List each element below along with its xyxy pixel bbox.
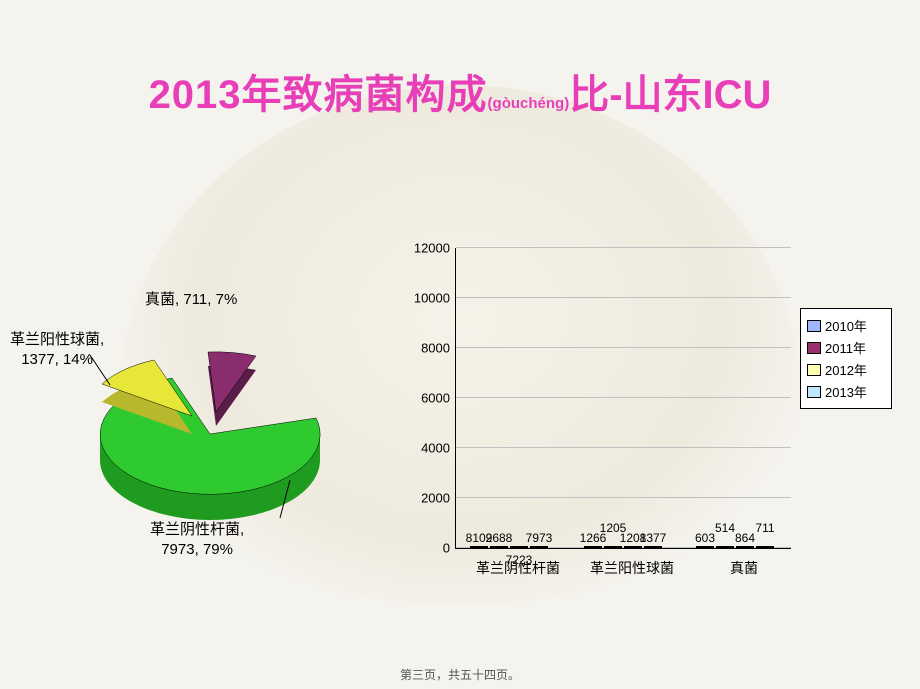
pie-chart bbox=[80, 340, 340, 540]
title-part2: 比-山东ICU bbox=[569, 73, 771, 117]
bar-cat-1: 革兰阳性球菌 bbox=[582, 558, 682, 578]
bar-cat-0: 革兰阴性杆菌 bbox=[468, 558, 568, 578]
slide-title: 2013年致病菌构成(gòuchéng)比-山东ICU bbox=[0, 62, 920, 120]
bar-grid-3: 6000 bbox=[456, 397, 791, 398]
bar-g2-s0: 603 bbox=[696, 546, 714, 548]
pie-label-yellow-name: 革兰阳性球菌 bbox=[10, 331, 100, 348]
pie-label-green-name: 革兰阴性杆菌 bbox=[150, 521, 240, 538]
pie-label-yellow-pct: 14 bbox=[63, 351, 80, 368]
bar-ytick-4: 8000 bbox=[421, 341, 450, 356]
title-pinyin: (gòuchéng) bbox=[488, 95, 570, 112]
bar-legend: 2010年 2011年 2012年 2013年 bbox=[800, 308, 892, 409]
pie-label-purple-name: 真菌 bbox=[145, 291, 175, 308]
bar-val-g1-s3: 1377 bbox=[640, 531, 667, 545]
bar-ytick-5: 10000 bbox=[414, 291, 450, 306]
bar-chart: 0 2000 4000 6000 8000 10000 12000 8102 9… bbox=[400, 238, 900, 588]
legend-row-3: 2013年 bbox=[807, 382, 885, 401]
bar-ytick-2: 4000 bbox=[421, 441, 450, 456]
bar-val-g2-s2: 864 bbox=[735, 531, 755, 545]
bar-val-g2-s1: 514 bbox=[715, 521, 735, 535]
bar-g0-s0: 8102 bbox=[470, 546, 488, 548]
bar-val-g0-s1: 9688 bbox=[486, 531, 513, 545]
legend-swatch-1 bbox=[807, 342, 821, 354]
bar-grid-6: 12000 bbox=[456, 247, 791, 248]
bar-g0-s2: 7223 bbox=[510, 546, 528, 548]
slide: 2013年致病菌构成(gòuchéng)比-山东ICU 革兰阴性杆菌, 797 bbox=[0, 0, 920, 689]
bar-val-g2-s0: 603 bbox=[695, 531, 715, 545]
bar-g1-s0: 1266 bbox=[584, 546, 602, 548]
legend-row-0: 2010年 bbox=[807, 316, 885, 335]
bar-grid-4: 8000 bbox=[456, 347, 791, 348]
page-footer: 第三页，共五十四页。 bbox=[0, 666, 920, 683]
legend-label-2: 2012年 bbox=[825, 360, 867, 379]
bar-g2-s3: 711 bbox=[756, 546, 774, 548]
bar-val-g2-s3: 711 bbox=[755, 521, 774, 535]
legend-swatch-3 bbox=[807, 386, 821, 398]
bar-plot-area: 0 2000 4000 6000 8000 10000 12000 8102 9… bbox=[455, 248, 791, 549]
title-part1: 2013年致病菌构成 bbox=[149, 73, 488, 117]
bar-cat-2: 真菌 bbox=[694, 558, 794, 578]
legend-label-0: 2010年 bbox=[825, 316, 867, 335]
legend-label-3: 2013年 bbox=[825, 382, 867, 401]
bar-g1-s2: 1208 bbox=[624, 546, 642, 548]
bar-ytick-0: 0 bbox=[443, 541, 450, 556]
legend-label-1: 2011年 bbox=[825, 338, 866, 357]
bar-grid-5: 10000 bbox=[456, 297, 791, 298]
bar-grid-1: 2000 bbox=[456, 497, 791, 498]
pie-label-green: 革兰阴性杆菌, 7973, 79% bbox=[150, 520, 244, 559]
bar-g2-s1: 514 bbox=[716, 546, 734, 548]
bar-g0-s1: 9688 bbox=[490, 546, 508, 548]
legend-swatch-2 bbox=[807, 364, 821, 376]
bar-g1-s3: 1377 bbox=[644, 546, 662, 548]
bar-g0-s3: 7973 bbox=[530, 546, 548, 548]
pie-slice-purple-group bbox=[208, 352, 256, 426]
pie-label-purple-pct: 7 bbox=[216, 291, 224, 308]
pie-label-purple-value: 711 bbox=[183, 291, 207, 308]
pie-label-yellow-value: 1377 bbox=[21, 351, 54, 368]
pie-label-green-pct: 79 bbox=[203, 541, 220, 558]
bar-ytick-3: 6000 bbox=[421, 391, 450, 406]
pie-svg bbox=[80, 340, 340, 550]
bar-g2-s2: 864 bbox=[736, 546, 754, 548]
pie-label-yellow: 革兰阳性球菌, 1377, 14% bbox=[10, 330, 104, 369]
bar-val-g0-s3: 7973 bbox=[526, 531, 553, 545]
pie-label-green-value: 7973 bbox=[161, 541, 194, 558]
pie-label-purple: 真菌, 711, 7% bbox=[145, 290, 237, 310]
bar-ytick-1: 2000 bbox=[421, 491, 450, 506]
legend-row-2: 2012年 bbox=[807, 360, 885, 379]
bar-grid-2: 4000 bbox=[456, 447, 791, 448]
bar-ytick-6: 12000 bbox=[414, 241, 450, 256]
bar-g1-s1: 1205 bbox=[604, 546, 622, 548]
legend-swatch-0 bbox=[807, 320, 821, 332]
legend-row-1: 2011年 bbox=[807, 338, 885, 357]
